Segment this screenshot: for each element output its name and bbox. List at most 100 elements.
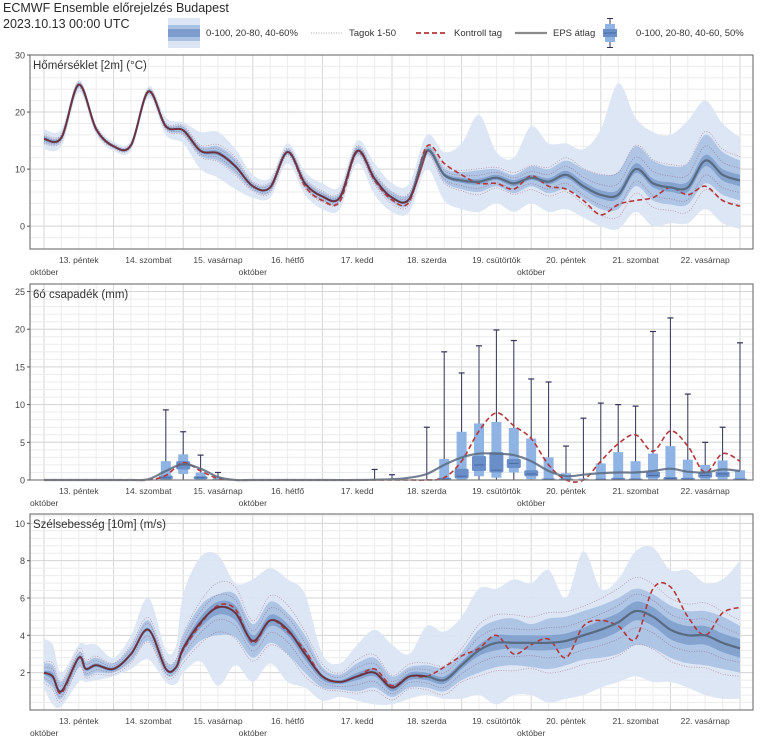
chart-title: ECMWF Ensemble előrejelzés Budapest — [3, 1, 229, 15]
plot-frame — [29, 513, 754, 711]
x-tick-label: 22. vasárnap — [681, 716, 730, 726]
boxplot — [489, 329, 504, 480]
boxplot-20-80 — [682, 459, 693, 480]
boxplot-40-60 — [489, 452, 504, 473]
x-tick-label: 15. vasárnap — [193, 716, 242, 726]
x-tick-label: 21. szombat — [612, 255, 659, 265]
y-tick-label: 6 — [20, 594, 25, 604]
mean-line — [44, 452, 741, 482]
x-tick-label: 13. péntek — [59, 255, 99, 265]
y-tick-label: 2 — [20, 668, 25, 678]
x-month-label: október — [239, 728, 268, 738]
band-20-80 — [44, 588, 740, 700]
legend-item-mean: EPS átlag — [515, 18, 595, 48]
x-tick-label: 20. péntek — [546, 486, 586, 496]
boxplot-icon — [603, 18, 617, 48]
y-tick-label: 0 — [20, 476, 25, 486]
boxplot-20-80 — [735, 470, 745, 480]
y-tick-label: 20 — [15, 108, 25, 118]
boxplot — [506, 339, 521, 480]
boxplot-20-80 — [456, 431, 467, 480]
panel-3: Szélsebesség [10m] (m/s) 2 4 6 8 10 13. péntek… — [15, 513, 754, 738]
x-month-label: október — [30, 267, 59, 277]
member-line — [43, 87, 741, 220]
x-tick-label: 22. vasárnap — [681, 255, 730, 265]
band-20-80 — [44, 82, 740, 212]
x-tick-label: 15. vasárnap — [193, 486, 242, 496]
legend-members-label: Tagok 1-50 — [349, 27, 397, 39]
x-tick-label: 21. szombat — [612, 486, 659, 496]
x-tick-label: 17. kedd — [341, 716, 374, 726]
boxplot-40-60 — [524, 470, 539, 477]
x-tick-label: 17. kedd — [341, 486, 374, 496]
legend-item-bands: 0-100, 20-80, 40-60% — [168, 18, 298, 48]
boxplot-20-80 — [508, 427, 519, 473]
legend-item-control: Kontroll tag — [416, 18, 502, 48]
legend-control-label: Kontroll tag — [454, 27, 503, 39]
x-tick-label: 16. hétfő — [271, 255, 304, 265]
boxplot-20-80 — [630, 461, 641, 480]
band-0-100 — [44, 546, 740, 709]
y-tick-label: 5 — [20, 438, 25, 448]
panel-title: Szélsebesség [10m] (m/s) — [33, 519, 166, 531]
y-tick-label: 25 — [15, 287, 25, 297]
legend-boxplot-label: 0-100, 20-80, 40-60, 50% — [636, 27, 744, 39]
members-cluster-line — [43, 605, 427, 693]
boxplot-20-80 — [613, 452, 624, 480]
y-tick-label: 10 — [15, 519, 25, 529]
y-tick-label: 4 — [20, 631, 25, 641]
boxplot-40-60 — [454, 468, 469, 479]
boxplot-20-80 — [665, 446, 676, 480]
band-swatch-icon — [168, 18, 200, 48]
x-tick-label: 13. péntek — [59, 486, 99, 496]
x-tick-label: 19. csütörtök — [472, 486, 521, 496]
x-tick-label: 16. hétfő — [271, 716, 304, 726]
band-0-100 — [44, 80, 740, 230]
x-tick-label: 14. szombat — [125, 486, 172, 496]
plot-frame — [29, 54, 754, 250]
boxplot-20-80 — [491, 421, 502, 478]
boxplot-40-60 — [472, 455, 486, 471]
x-month-label: október — [517, 728, 546, 738]
panel-1: Hőmérséklet [2m] (°C) 0 10 20 30 13. péntek 14… — [15, 51, 754, 277]
x-tick-label: 20. péntek — [546, 716, 586, 726]
y-tick-label: 10 — [15, 400, 25, 410]
x-tick-label: 15. vasárnap — [193, 255, 242, 265]
boxplot-20-80 — [648, 453, 658, 480]
boxplot-40-60 — [646, 471, 660, 478]
control-line — [44, 412, 741, 483]
y-tick-label: 8 — [20, 556, 25, 566]
x-tick-label: 22. vasárnap — [681, 486, 730, 496]
x-month-label: október — [30, 728, 59, 738]
x-tick-label: 18. szerda — [407, 716, 447, 726]
y-tick-label: 0 — [20, 222, 25, 232]
boxplot-20-80 — [474, 423, 484, 477]
boxplot-20-80 — [595, 463, 606, 480]
boxplot — [663, 317, 678, 480]
boxplot-20-80 — [526, 438, 537, 480]
run-time: 2023.10.13 00:00 UTC — [3, 17, 130, 31]
member-line — [43, 631, 741, 703]
x-tick-label: 13. péntek — [59, 716, 99, 726]
plot-frame — [29, 283, 754, 481]
x-tick-label: 14. szombat — [125, 716, 172, 726]
x-tick-label: 21. szombat — [612, 716, 659, 726]
legend-bands-label: 0-100, 20-80, 40-60% — [206, 27, 298, 39]
member-line — [43, 619, 741, 698]
x-tick-label: 18. szerda — [407, 486, 447, 496]
members-cluster-line — [43, 83, 428, 204]
panel-2: 6ó csapadék (mm) 0 5 10 15 20 25 13. péntek 14. … — [15, 283, 754, 508]
x-tick-label: 19. csütörtök — [472, 716, 521, 726]
x-tick-label: 18. szerda — [407, 255, 447, 265]
y-tick-label: 20 — [15, 325, 25, 335]
legend-mean-label: EPS átlag — [553, 27, 596, 39]
x-tick-label: 16. hétfő — [271, 486, 304, 496]
member-line — [43, 593, 741, 687]
x-tick-label: 14. szombat — [125, 255, 172, 265]
boxplot-20-80 — [439, 458, 450, 480]
legend-item-members: Tagok 1-50 — [311, 18, 396, 48]
y-tick-label: 30 — [15, 51, 25, 61]
boxplot-20-80 — [213, 477, 223, 480]
x-tick-label: 17. kedd — [341, 255, 374, 265]
